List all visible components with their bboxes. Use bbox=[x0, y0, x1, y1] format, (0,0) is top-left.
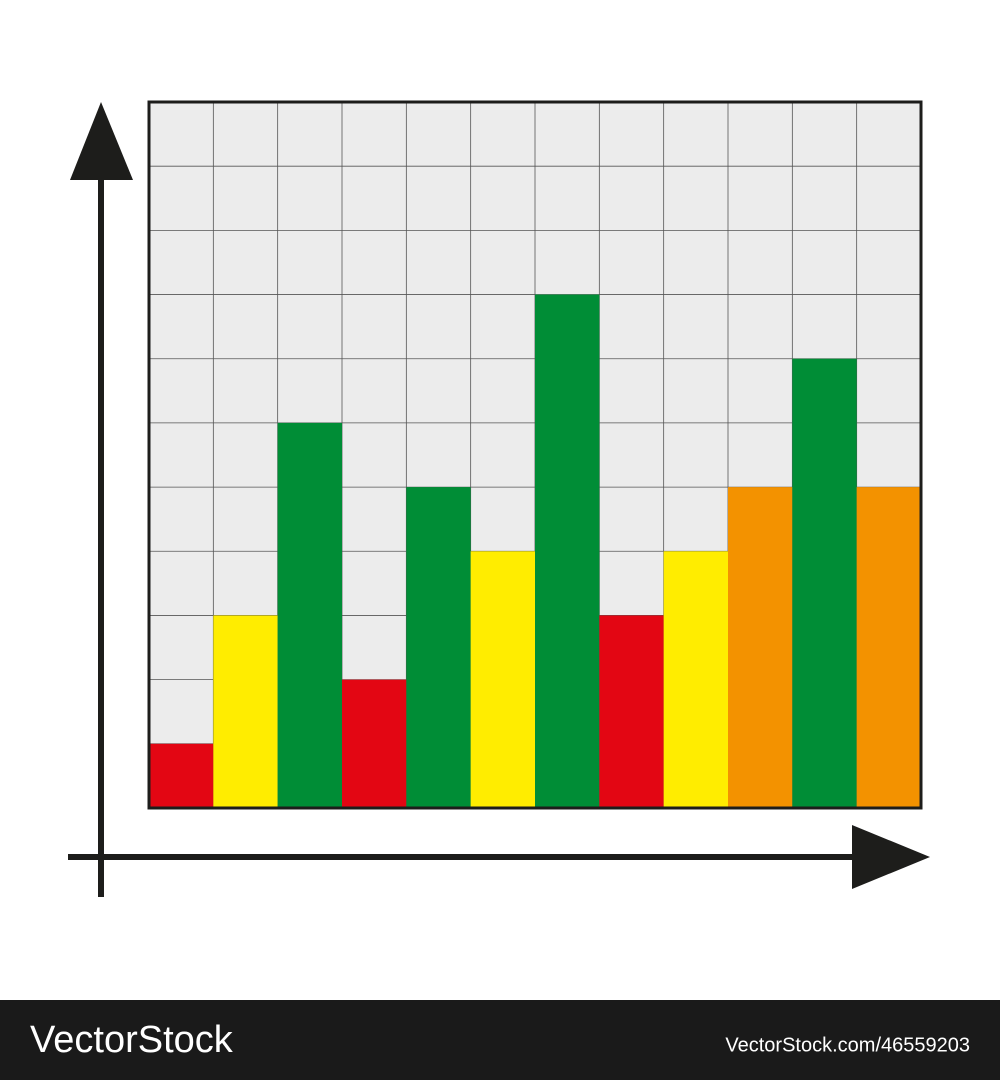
bar bbox=[535, 294, 600, 809]
plot-frame bbox=[147, 100, 923, 810]
bar bbox=[277, 422, 342, 808]
plot bbox=[149, 101, 921, 809]
x-axis-arrow bbox=[852, 825, 930, 889]
watermark-bar bbox=[0, 1000, 1000, 1080]
y-axis-arrow bbox=[70, 102, 133, 180]
watermark-id: VectorStock.com/46559203 bbox=[725, 1034, 970, 1056]
bar bbox=[856, 487, 921, 808]
bar bbox=[213, 615, 278, 808]
bar bbox=[149, 743, 214, 808]
bar bbox=[406, 487, 471, 808]
bar bbox=[470, 551, 535, 808]
bar bbox=[599, 615, 664, 808]
bar bbox=[728, 487, 793, 808]
bar bbox=[792, 358, 857, 808]
watermark-brand: VectorStock bbox=[30, 1019, 234, 1061]
bar bbox=[663, 551, 728, 808]
bar bbox=[342, 679, 407, 808]
